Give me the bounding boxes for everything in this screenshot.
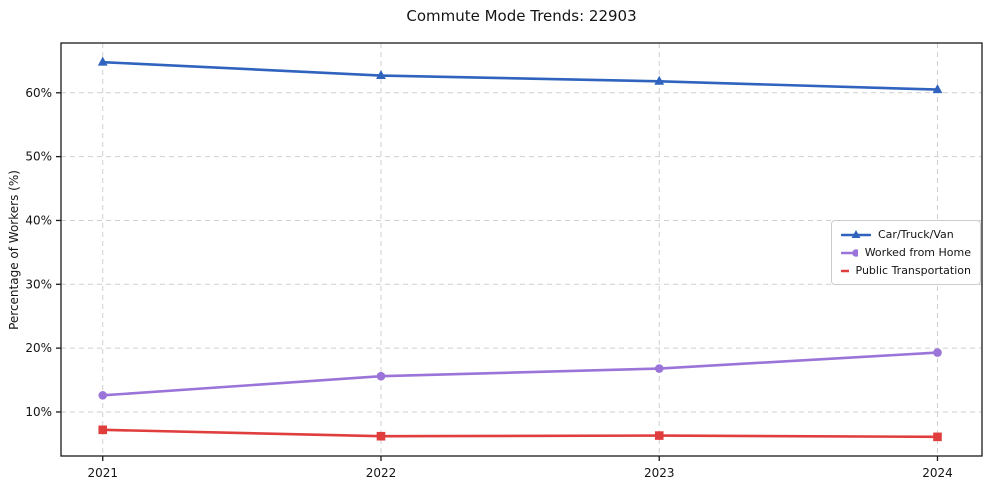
series-line-worked-from-home [101, 351, 939, 397]
axes-frame [60, 42, 983, 457]
y-tick-label: 40% [25, 213, 52, 227]
data-marker-triangle-car-truck-van [654, 75, 665, 85]
legend-swatch-line-triangle-icon [841, 229, 871, 238]
y-tick-label: 20% [25, 341, 52, 355]
x-tick-label: 2023 [644, 466, 675, 480]
legend-label-car-truck-van: Car/Truck/Van [878, 228, 954, 241]
data-marker-circle-worked-from-home [654, 364, 664, 373]
data-marker-triangle-car-truck-van [376, 70, 386, 80]
legend-swatch-marker-triangle [851, 229, 861, 238]
series-line-car-truck-van [101, 60, 939, 91]
legend-label-worked-from-home: Worked from Home [864, 246, 971, 259]
data-marker-square-public-transportation [376, 431, 386, 441]
data-marker-triangle-car-truck-van [932, 84, 943, 94]
legend-swatch-line-circle-icon [841, 248, 858, 257]
y-tick-label: 10% [25, 405, 52, 419]
y-tick-label: 30% [25, 277, 52, 291]
data-marker-square-public-transportation [933, 432, 942, 442]
legend-item-public-transportation: Public Transportation [841, 264, 971, 277]
chart-title: Commute Mode Trends: 22903 [406, 7, 637, 25]
data-marker-square-public-transportation [98, 425, 108, 435]
data-marker-circle-worked-from-home [933, 348, 942, 357]
data-marker-circle-worked-from-home [376, 371, 386, 381]
data-marker-circle-worked-from-home [98, 391, 108, 400]
data-marker-triangle-car-truck-van [97, 56, 108, 66]
y-tick-label: 60% [25, 86, 52, 100]
x-tick-label: 2021 [87, 466, 118, 480]
series-line-public-transportation [101, 428, 939, 439]
y-axis-label: Percentage of Workers (%) [7, 170, 21, 330]
y-tick-label: 50% [25, 150, 52, 164]
legend-label-public-transportation: Public Transportation [855, 264, 971, 277]
data-marker-square-public-transportation [654, 431, 664, 440]
x-tick-label: 2024 [922, 466, 953, 480]
x-tick-label: 2022 [366, 466, 397, 480]
legend-item-worked-from-home: Worked from Home [841, 246, 971, 259]
legend: Car/Truck/Van Worked from Home Public Tr… [831, 220, 981, 285]
legend-item-car-truck-van: Car/Truck/Van [841, 228, 971, 241]
legend-swatch-line-square-icon [841, 269, 849, 272]
legend-swatch-marker-circle [852, 248, 858, 257]
